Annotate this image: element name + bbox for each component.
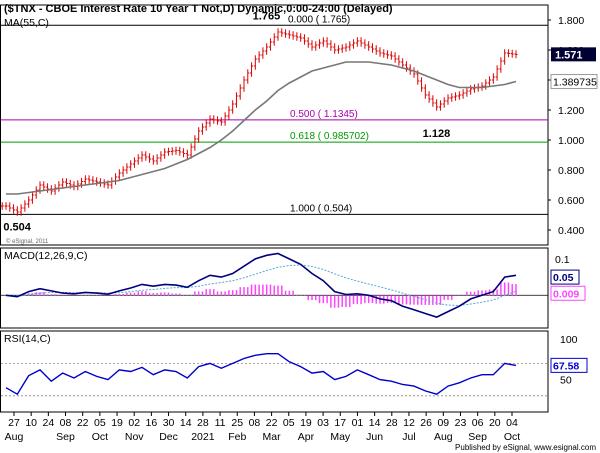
price-y-axis: 1.8001.6001.4001.2001.0000.8000.6000.400… xyxy=(548,15,598,237)
x-tick-label: 04 xyxy=(506,417,518,429)
x-tick-label: 01 xyxy=(352,417,364,429)
macd-indicator-label: MACD(12,26,9,C) xyxy=(4,250,87,262)
x-tick-label: 05 xyxy=(94,417,106,429)
footer-credit: Published by eSignal, www.esignal.com xyxy=(455,443,596,452)
x-axis: 27 10 24 08 22 05 19 02 16 30 14 28 11 25 08 22 05 19 03 17… xyxy=(5,412,520,443)
fib-label-0.618: 0.618 ( 0.985702) xyxy=(290,131,369,142)
x-month-label: Dec xyxy=(159,431,178,443)
x-tick-label: 14 xyxy=(369,417,381,429)
annotation-0-504: 0.504 xyxy=(3,221,31,233)
x-tick-label: 03 xyxy=(317,417,329,429)
x-tick-label: 08 xyxy=(249,417,261,429)
watermark: © eSignal, 2011 xyxy=(6,238,49,245)
x-tick-label: 28 xyxy=(386,417,398,429)
x-tick-label: 06 xyxy=(472,417,484,429)
x-month-label: Jul xyxy=(402,431,415,443)
price-tick-label: 0.600 xyxy=(558,195,584,207)
x-tick-label: 26 xyxy=(420,417,432,429)
panel-frame-rsi xyxy=(0,330,549,413)
rsi-indicator-label: RSI(14,C) xyxy=(4,333,51,345)
macd-y-axis: 0.1 0.05 0.009 xyxy=(550,254,586,301)
x-tick-label: 28 xyxy=(197,417,209,429)
x-tick-label: 20 xyxy=(489,417,501,429)
macd-histogram xyxy=(1,282,548,308)
x-month-label: Feb xyxy=(228,431,246,443)
x-tick-label: 11 xyxy=(215,417,226,429)
x-tick-label: 19 xyxy=(111,417,123,429)
fibonacci-levels: 0.000 ( 1.765) 0.500 ( 1.1345) 0.618 ( 0.9… xyxy=(1,14,548,215)
price-tick-label: 1.800 xyxy=(558,15,584,27)
last-price-box xyxy=(551,47,596,62)
price-tick-label: 0.800 xyxy=(558,165,584,177)
x-month-label: Aug xyxy=(5,431,24,443)
price-tick-label: 0.400 xyxy=(558,225,584,237)
panel-frames xyxy=(0,4,549,413)
x-month-label: Apr xyxy=(298,431,315,443)
annotation-1-765: 1.765 xyxy=(253,10,281,22)
chart-title: ($TNX - CBOE Interest Rate 10 Year T Not… xyxy=(4,3,393,15)
x-tick-label: 25 xyxy=(231,417,243,429)
rsi-y-axis: 100 50 67.58 xyxy=(550,334,588,387)
rsi-line xyxy=(5,353,517,396)
x-tick-label: 10 xyxy=(25,417,37,429)
x-tick-label: 22 xyxy=(266,417,278,429)
macd-hist-value-box xyxy=(550,285,586,301)
x-tick-label: 14 xyxy=(180,417,192,429)
macd-hist-value-label: 0.009 xyxy=(553,288,579,300)
macd-value-box xyxy=(550,269,580,285)
x-month-label: Mar xyxy=(263,431,282,443)
rsi-value-label: 67.58 xyxy=(553,360,579,372)
x-tick-label: 22 xyxy=(77,417,89,429)
x-tick-label: 08 xyxy=(60,417,72,429)
rsi-tick-label: 50 xyxy=(560,375,572,387)
price-bars xyxy=(0,28,518,216)
x-tick-label: 24 xyxy=(43,417,55,429)
panel-frame-macd xyxy=(0,247,549,329)
x-tick-label: 27 xyxy=(8,417,20,429)
x-month-label: Oct xyxy=(504,431,520,443)
x-month-label: 2021 xyxy=(191,431,215,443)
x-tick-label: 19 xyxy=(300,417,312,429)
x-tick-label: 17 xyxy=(334,417,346,429)
last-price-label: 1.571 xyxy=(555,49,583,61)
x-month-label: Nov xyxy=(125,431,144,443)
price-tick-label: 1.200 xyxy=(558,105,584,117)
x-tick-label: 12 xyxy=(403,417,415,429)
rsi-tick-label: 100 xyxy=(560,334,578,346)
x-tick-label: 05 xyxy=(283,417,295,429)
moving-average-line xyxy=(6,61,517,195)
macd-tick-label: 0.1 xyxy=(555,254,570,266)
fib-label-0.500: 0.500 ( 1.1345) xyxy=(290,109,358,120)
x-tick-label: 30 xyxy=(163,417,175,429)
ma-indicator-label: MA(55,C) xyxy=(4,17,49,29)
fib-label-0.000: 0.000 ( 1.765) xyxy=(288,14,350,25)
macd-value-label: 0.05 xyxy=(553,272,574,284)
price-tick-label: 1.000 xyxy=(558,135,584,147)
x-month-label: Sep xyxy=(56,431,75,443)
x-tick-label: 09 xyxy=(437,417,449,429)
annotation-1-128: 1.128 xyxy=(423,128,451,140)
x-month-label: Aug xyxy=(434,431,453,443)
x-month-label: Sep xyxy=(468,431,487,443)
ma-value-box xyxy=(550,74,598,90)
x-month-label: Jun xyxy=(366,431,383,443)
x-tick-label: 02 xyxy=(128,417,140,429)
x-month-label: May xyxy=(330,431,351,443)
x-month-label: Oct xyxy=(92,431,108,443)
rsi-reference-lines xyxy=(1,362,548,397)
x-tick-label: 23 xyxy=(455,417,467,429)
ma-value-label: 1.389735 xyxy=(553,77,597,89)
macd-line xyxy=(5,252,517,318)
fib-label-1.000: 1.000 ( 0.504) xyxy=(290,203,352,214)
rsi-value-box xyxy=(550,357,588,373)
x-tick-label: 16 xyxy=(146,417,158,429)
price-annotations: 1.765 1.128 0.504 xyxy=(3,10,450,233)
panel-frame-price xyxy=(0,4,549,246)
